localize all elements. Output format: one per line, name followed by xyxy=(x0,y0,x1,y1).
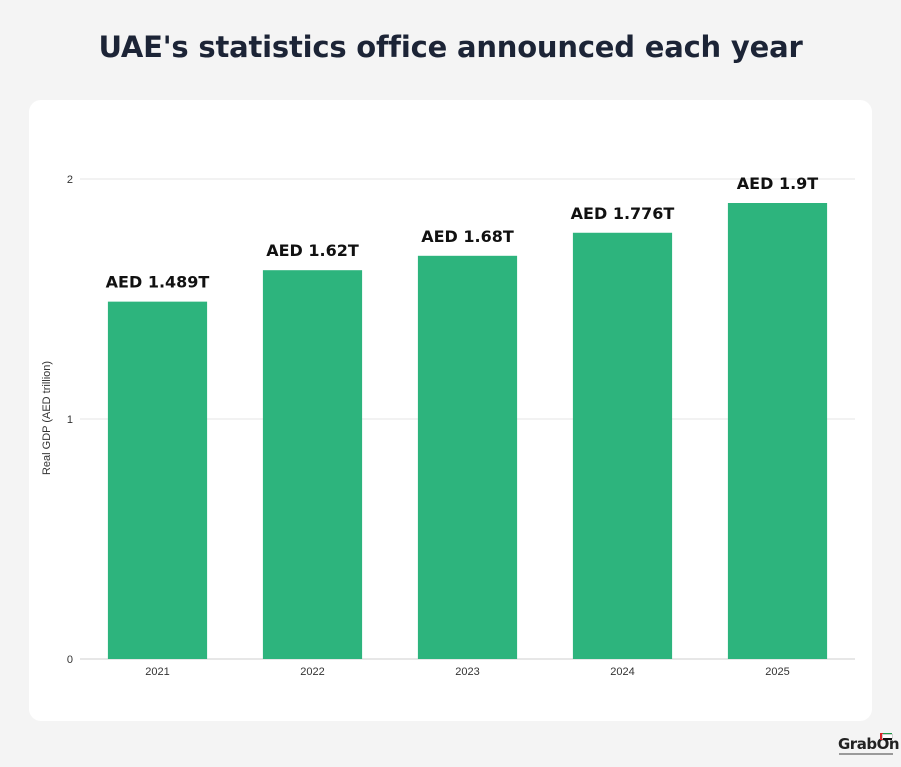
x-tick-label: 2023 xyxy=(455,666,479,678)
y-tick-label: 0 xyxy=(67,654,73,666)
bar-2024 xyxy=(572,232,673,659)
bar-data-label: AED 1.489T xyxy=(106,273,210,292)
x-tick-label: 2021 xyxy=(145,666,169,678)
y-tick-label: 2 xyxy=(67,174,73,186)
grabon-logo: GrabOn xyxy=(838,733,900,759)
bar-2023 xyxy=(417,255,518,660)
y-tick-label: 1 xyxy=(67,414,73,426)
bar-data-label: AED 1.62T xyxy=(266,241,359,260)
x-tick-label: 2022 xyxy=(300,666,324,678)
y-axis-title: Real GDP (AED trillion) xyxy=(41,361,53,475)
x-tick-label: 2024 xyxy=(610,666,634,678)
bar-data-label: AED 1.9T xyxy=(737,174,819,193)
chart-title: UAE's statistics office announced each y… xyxy=(98,30,803,64)
bar-2021 xyxy=(107,301,208,659)
logo-tagline xyxy=(839,753,893,755)
uae-flag-icon xyxy=(880,733,893,740)
bar-data-label: AED 1.776T xyxy=(571,204,675,223)
x-tick-label: 2025 xyxy=(765,666,789,678)
bar-2025 xyxy=(727,203,828,659)
bar-2022 xyxy=(262,270,363,659)
bar-data-label: AED 1.68T xyxy=(421,227,514,246)
